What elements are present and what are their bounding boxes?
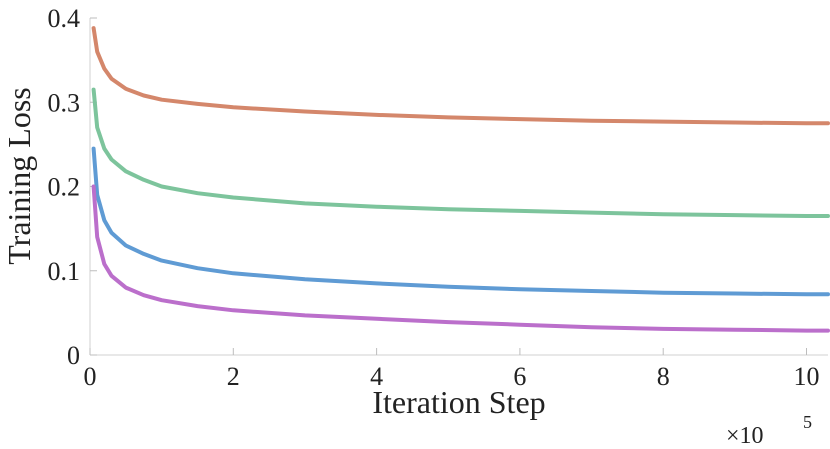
series-line-4	[91, 184, 830, 333]
x-tick-label: 8	[657, 362, 670, 391]
series-line-3	[91, 146, 830, 297]
x-tick-label: 10	[794, 362, 820, 391]
y-tick-label: 0	[67, 341, 80, 370]
y-tick-label: 0.4	[48, 4, 81, 33]
y-tick-label: 0.3	[48, 88, 81, 117]
x-tick-label: 0	[84, 362, 97, 391]
y-tick-label: 0.2	[48, 173, 81, 202]
x-axis-exponent-power: 5	[803, 412, 812, 432]
labels-layer: Iteration Step Training Loss ×10 5	[1, 87, 812, 449]
x-axis-exponent: ×10	[726, 423, 764, 449]
x-tick-label: 6	[513, 362, 526, 391]
y-tick-label: 0.1	[48, 257, 81, 286]
series-layer	[91, 26, 830, 333]
axes-layer: 0 2 4 6 8 10 0 0.1 0.2 0.3 0.4	[48, 4, 828, 391]
series-line-2	[91, 87, 830, 218]
x-tick-label: 2	[227, 362, 240, 391]
series-line-1	[91, 26, 830, 126]
y-axis-label: Training Loss	[1, 87, 37, 265]
x-axis-exponent-base: ×10	[726, 423, 764, 449]
x-axis-label: Iteration Step	[372, 384, 545, 420]
x-tick-label: 4	[370, 362, 383, 391]
